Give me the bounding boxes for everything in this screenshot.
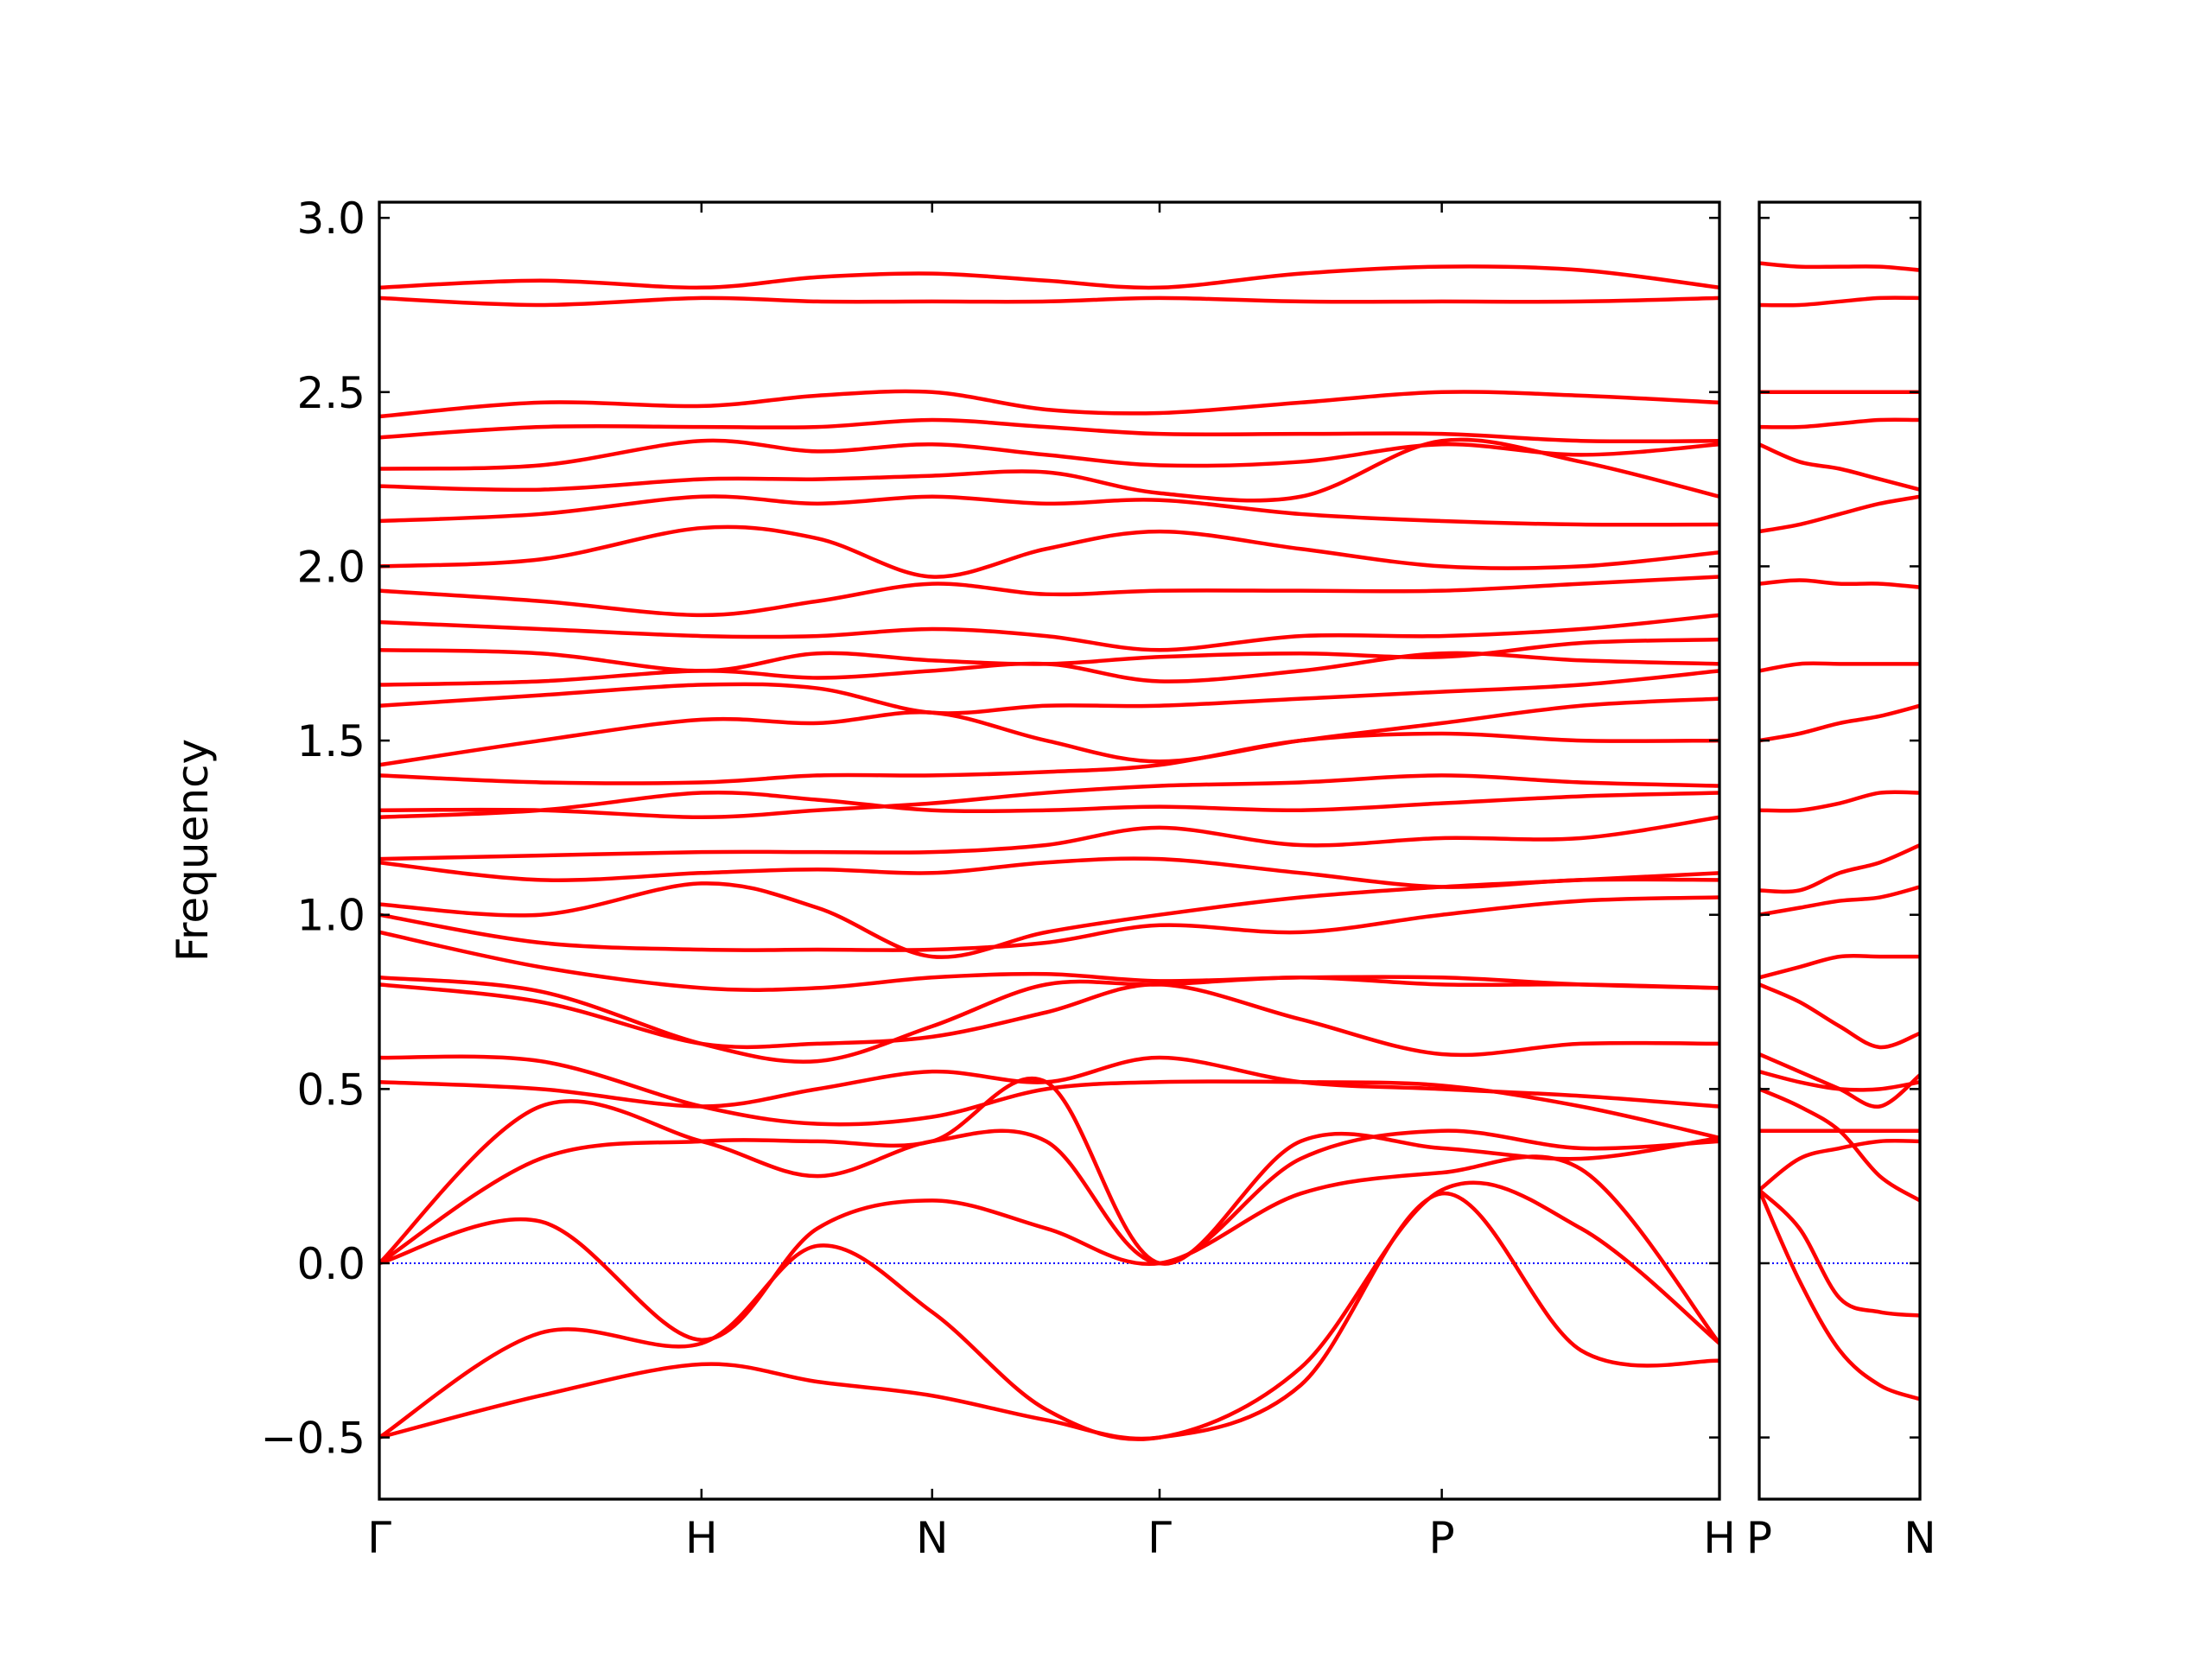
band-line — [379, 669, 1719, 715]
x-tick-label: P — [1429, 1513, 1455, 1563]
band-line — [379, 613, 1719, 652]
band-line — [1759, 442, 1920, 492]
band-line — [1759, 261, 1920, 272]
plot-frame — [1758, 200, 1922, 1501]
band-line — [379, 575, 1719, 618]
band-line — [379, 790, 1719, 820]
band-line — [379, 494, 1719, 527]
y-tick-label: 2.5 — [296, 368, 365, 418]
band-line — [379, 696, 1719, 767]
x-tick-label: N — [1904, 1513, 1936, 1563]
x-tick-label: H — [685, 1513, 718, 1563]
y-tick-label: 3.0 — [296, 194, 365, 244]
band-line — [379, 524, 1719, 579]
band-line — [1759, 982, 1920, 1050]
band-line — [1759, 1087, 1920, 1203]
band-line — [1759, 1052, 1920, 1109]
band-line — [379, 417, 1719, 444]
band-line — [379, 637, 1719, 673]
band-line — [1759, 1188, 1920, 1318]
plot-area — [1759, 261, 1920, 1402]
plot-area — [379, 264, 1719, 1441]
band-line — [1759, 953, 1920, 980]
band-line — [1759, 885, 1920, 917]
band-line — [379, 1076, 1719, 1266]
band-line — [379, 731, 1719, 785]
y-axis-label: Frequency — [168, 739, 218, 962]
band-line — [379, 1154, 1719, 1345]
band-line — [379, 389, 1719, 419]
band-line — [1759, 703, 1920, 743]
band-line — [379, 976, 1719, 1064]
band-line — [379, 982, 1719, 1058]
y-tick-label: 0.5 — [296, 1065, 365, 1115]
band-line — [1759, 1138, 1920, 1192]
band-line — [379, 1180, 1719, 1441]
band-line — [1759, 1189, 1920, 1402]
band-line — [379, 437, 1719, 503]
y-tick-label: 1.0 — [296, 891, 365, 941]
band-line — [379, 856, 1719, 889]
band-line — [1759, 578, 1920, 589]
band-line — [379, 296, 1719, 308]
band-line — [379, 895, 1719, 952]
band-line — [379, 1054, 1719, 1140]
band-line — [1759, 842, 1920, 894]
band-line — [1759, 296, 1920, 308]
plot-frame — [378, 200, 1721, 1501]
band-line — [379, 930, 1719, 992]
band-line — [1759, 790, 1920, 813]
band-line — [379, 1099, 1719, 1266]
y-tick-label: 1.5 — [296, 716, 365, 766]
band-line — [379, 815, 1719, 861]
band-line — [379, 773, 1719, 820]
band-line — [1759, 494, 1920, 534]
band-line — [379, 1055, 1719, 1109]
band-line — [1759, 417, 1920, 429]
x-tick-label: H — [1703, 1513, 1736, 1563]
x-tick-label: N — [916, 1513, 948, 1563]
band-line — [1759, 661, 1920, 673]
y-tick-label: −0.5 — [261, 1414, 365, 1464]
x-tick-label: P — [1746, 1513, 1772, 1563]
band-line — [379, 264, 1719, 290]
y-tick-label: 2.0 — [296, 542, 365, 592]
x-tick-label: Γ — [1147, 1513, 1172, 1563]
y-tick-label: 0.0 — [296, 1239, 365, 1289]
x-tick-label: Γ — [367, 1513, 391, 1563]
band-line — [379, 438, 1719, 471]
